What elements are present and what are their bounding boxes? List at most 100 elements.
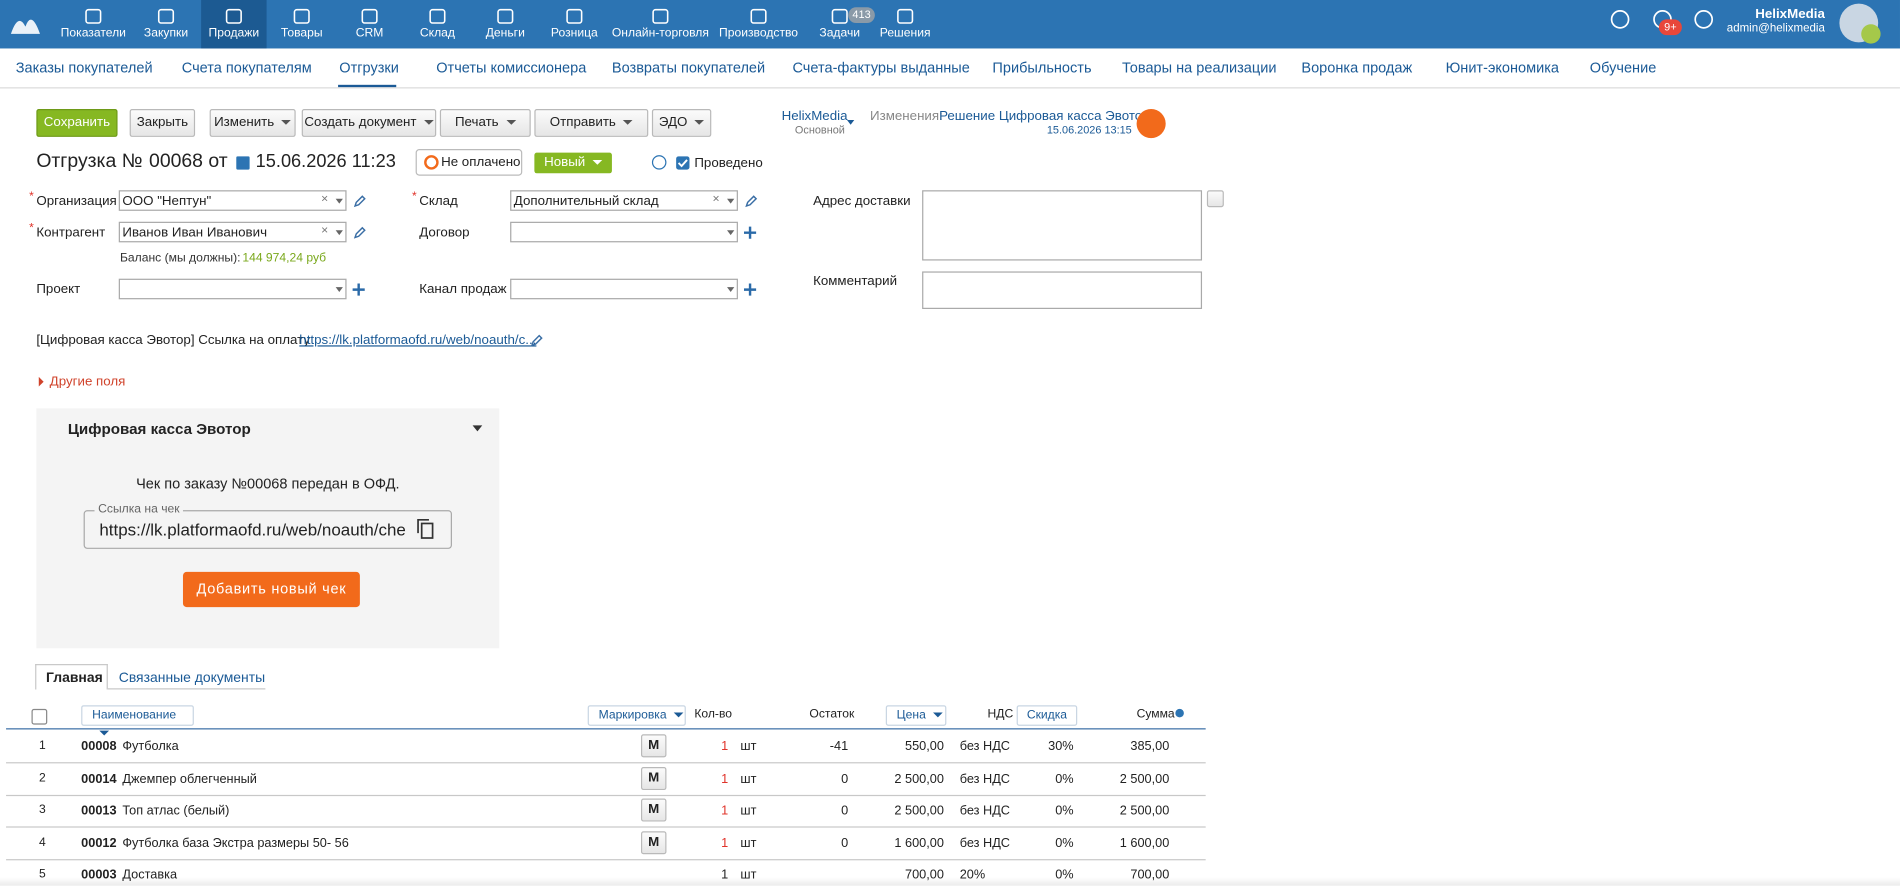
marking-button[interactable]: M xyxy=(641,767,667,791)
payment-link[interactable]: https://lk.platformaofd.ru/web/noauth/c.… xyxy=(299,333,537,348)
tab[interactable]: Связанные документы xyxy=(118,671,266,686)
price[interactable]: 700,00 xyxy=(905,867,944,883)
price[interactable]: 2 500,00 xyxy=(894,803,944,818)
nav-icon[interactable] xyxy=(496,7,515,25)
select-all[interactable] xyxy=(31,708,48,725)
add-receipt-button[interactable]: Добавить новый чек xyxy=(182,571,360,608)
quantity[interactable]: 1 xyxy=(721,739,729,754)
price[interactable]: 2 500,00 xyxy=(894,771,944,787)
field-input[interactable]: Дополнительный склад × xyxy=(510,190,738,211)
nav-icon[interactable] xyxy=(749,7,768,25)
price[interactable]: 1 600,00 xyxy=(894,836,944,851)
subnav-item[interactable]: Отчеты комиссионера xyxy=(436,59,587,77)
toolbar-button[interactable]: Отправить xyxy=(534,109,649,137)
field-input[interactable] xyxy=(510,278,738,300)
add-icon[interactable] xyxy=(743,225,758,240)
toolbar-button[interactable]: Печать xyxy=(439,109,531,137)
field-input[interactable]: Иванов Иван Иванович × xyxy=(118,221,347,243)
nav-item[interactable]: Закупки xyxy=(143,26,189,40)
toolbar-button[interactable]: Закрыть xyxy=(129,109,196,137)
subnav-item[interactable]: Отгрузки xyxy=(339,59,399,77)
account[interactable]: HelixMedia xyxy=(781,109,848,124)
column-header-button[interactable]: Наименование xyxy=(81,705,194,736)
nav-item[interactable]: Розница xyxy=(550,26,598,40)
nav-item[interactable]: Склад xyxy=(419,26,455,40)
copy-icon[interactable] xyxy=(417,518,434,540)
nav-item[interactable]: CRM xyxy=(355,26,384,40)
status-button[interactable]: Новый xyxy=(534,152,612,174)
edit-icon[interactable] xyxy=(530,333,545,348)
add-icon[interactable] xyxy=(743,282,758,297)
add-icon[interactable] xyxy=(351,282,366,297)
doc-date[interactable]: 15.06.2026 11:23 xyxy=(255,151,396,173)
address-dropdown[interactable] xyxy=(1206,190,1224,208)
column-header-button[interactable]: Маркировка xyxy=(587,705,686,726)
edit-icon[interactable] xyxy=(744,194,759,209)
quantity[interactable]: 1 xyxy=(721,836,729,851)
item-name[interactable]: Топ атлас (белый) xyxy=(122,803,230,818)
subnav-item[interactable]: Заказы покупателей xyxy=(15,59,153,77)
subnav-item[interactable]: Воронка продаж xyxy=(1301,59,1413,77)
nav-item[interactable]: Решения xyxy=(879,26,931,40)
top-icon[interactable] xyxy=(1693,8,1715,30)
marking-button[interactable]: M xyxy=(641,734,667,758)
toolbar-button[interactable]: ЭДО xyxy=(651,109,712,137)
nav-item[interactable]: Продажи xyxy=(208,26,260,40)
nav-item[interactable]: Деньги xyxy=(485,26,525,40)
edit-icon[interactable] xyxy=(353,194,368,209)
nav-item[interactable]: Онлайн-торговля xyxy=(611,26,709,40)
subnav-item[interactable]: Юнит-экономика xyxy=(1445,59,1559,77)
top-icon[interactable] xyxy=(1609,8,1631,30)
subnav-item[interactable]: Счета-фактуры выданные xyxy=(792,59,970,77)
tab[interactable]: Главная xyxy=(46,671,103,686)
nav-icon[interactable] xyxy=(428,7,447,25)
quantity[interactable]: 1 xyxy=(721,867,729,883)
nav-icon[interactable] xyxy=(895,7,914,25)
nav-icon[interactable] xyxy=(830,7,849,25)
nav-item[interactable]: Производство xyxy=(719,26,799,40)
marking-button[interactable]: M xyxy=(641,798,667,822)
user-name[interactable]: HelixMedia xyxy=(1755,7,1825,22)
quantity[interactable]: 1 xyxy=(721,771,729,787)
toolbar-button[interactable]: Изменить xyxy=(209,109,296,137)
toolbar-button[interactable]: Сохранить xyxy=(36,109,118,137)
nav-icon[interactable] xyxy=(565,7,584,25)
subnav-item[interactable]: Возвраты покупателей xyxy=(611,59,766,77)
address-box[interactable] xyxy=(922,190,1203,261)
nav-item[interactable]: Показатели xyxy=(60,26,126,40)
quantity[interactable]: 1 xyxy=(721,803,729,818)
posted-checkbox[interactable] xyxy=(676,156,690,170)
logo[interactable] xyxy=(10,10,42,37)
item-name[interactable]: Футболка база Экстра размеры 50- 56 xyxy=(122,836,349,851)
nav-icon[interactable] xyxy=(224,7,243,25)
subnav-item[interactable]: Счета покупателям xyxy=(181,59,312,77)
payment-button[interactable]: Не оплачено xyxy=(415,149,523,176)
marking-button[interactable]: M xyxy=(641,831,667,855)
item-name[interactable]: Джемпер облегченный xyxy=(122,771,257,787)
settings-icon[interactable] xyxy=(1175,708,1184,718)
subnav-item[interactable]: Товары на реализации xyxy=(1122,59,1277,77)
price[interactable]: 550,00 xyxy=(905,739,944,754)
field-input[interactable]: ООО "Нептун" × xyxy=(118,190,347,211)
nav-icon[interactable] xyxy=(84,7,103,25)
calendar-icon[interactable] xyxy=(236,156,250,170)
edit-icon[interactable] xyxy=(353,225,368,240)
nav-item[interactable]: Задачи xyxy=(819,26,861,40)
nav-icon[interactable] xyxy=(292,7,311,25)
subnav-item[interactable]: Обучение xyxy=(1589,59,1657,77)
item-name[interactable]: Доставка xyxy=(122,867,178,883)
other-fields[interactable]: Другие поля xyxy=(49,374,126,389)
nav-item[interactable]: Товары xyxy=(280,26,323,40)
field-input[interactable] xyxy=(118,278,347,300)
nav-icon[interactable] xyxy=(651,7,670,25)
changes-link[interactable]: Решение Цифровая касса Эвотор xyxy=(939,109,1150,124)
nav-icon[interactable] xyxy=(360,7,379,25)
comment-box[interactable] xyxy=(922,271,1203,309)
widget-caret[interactable] xyxy=(472,425,483,432)
receipt-input[interactable] xyxy=(83,510,452,549)
toolbar-button[interactable]: Создать документ xyxy=(301,109,437,137)
column-header-button[interactable]: Цена xyxy=(885,705,947,726)
help-icon[interactable] xyxy=(651,155,667,170)
field-input[interactable] xyxy=(510,221,738,243)
nav-icon[interactable] xyxy=(156,7,175,25)
